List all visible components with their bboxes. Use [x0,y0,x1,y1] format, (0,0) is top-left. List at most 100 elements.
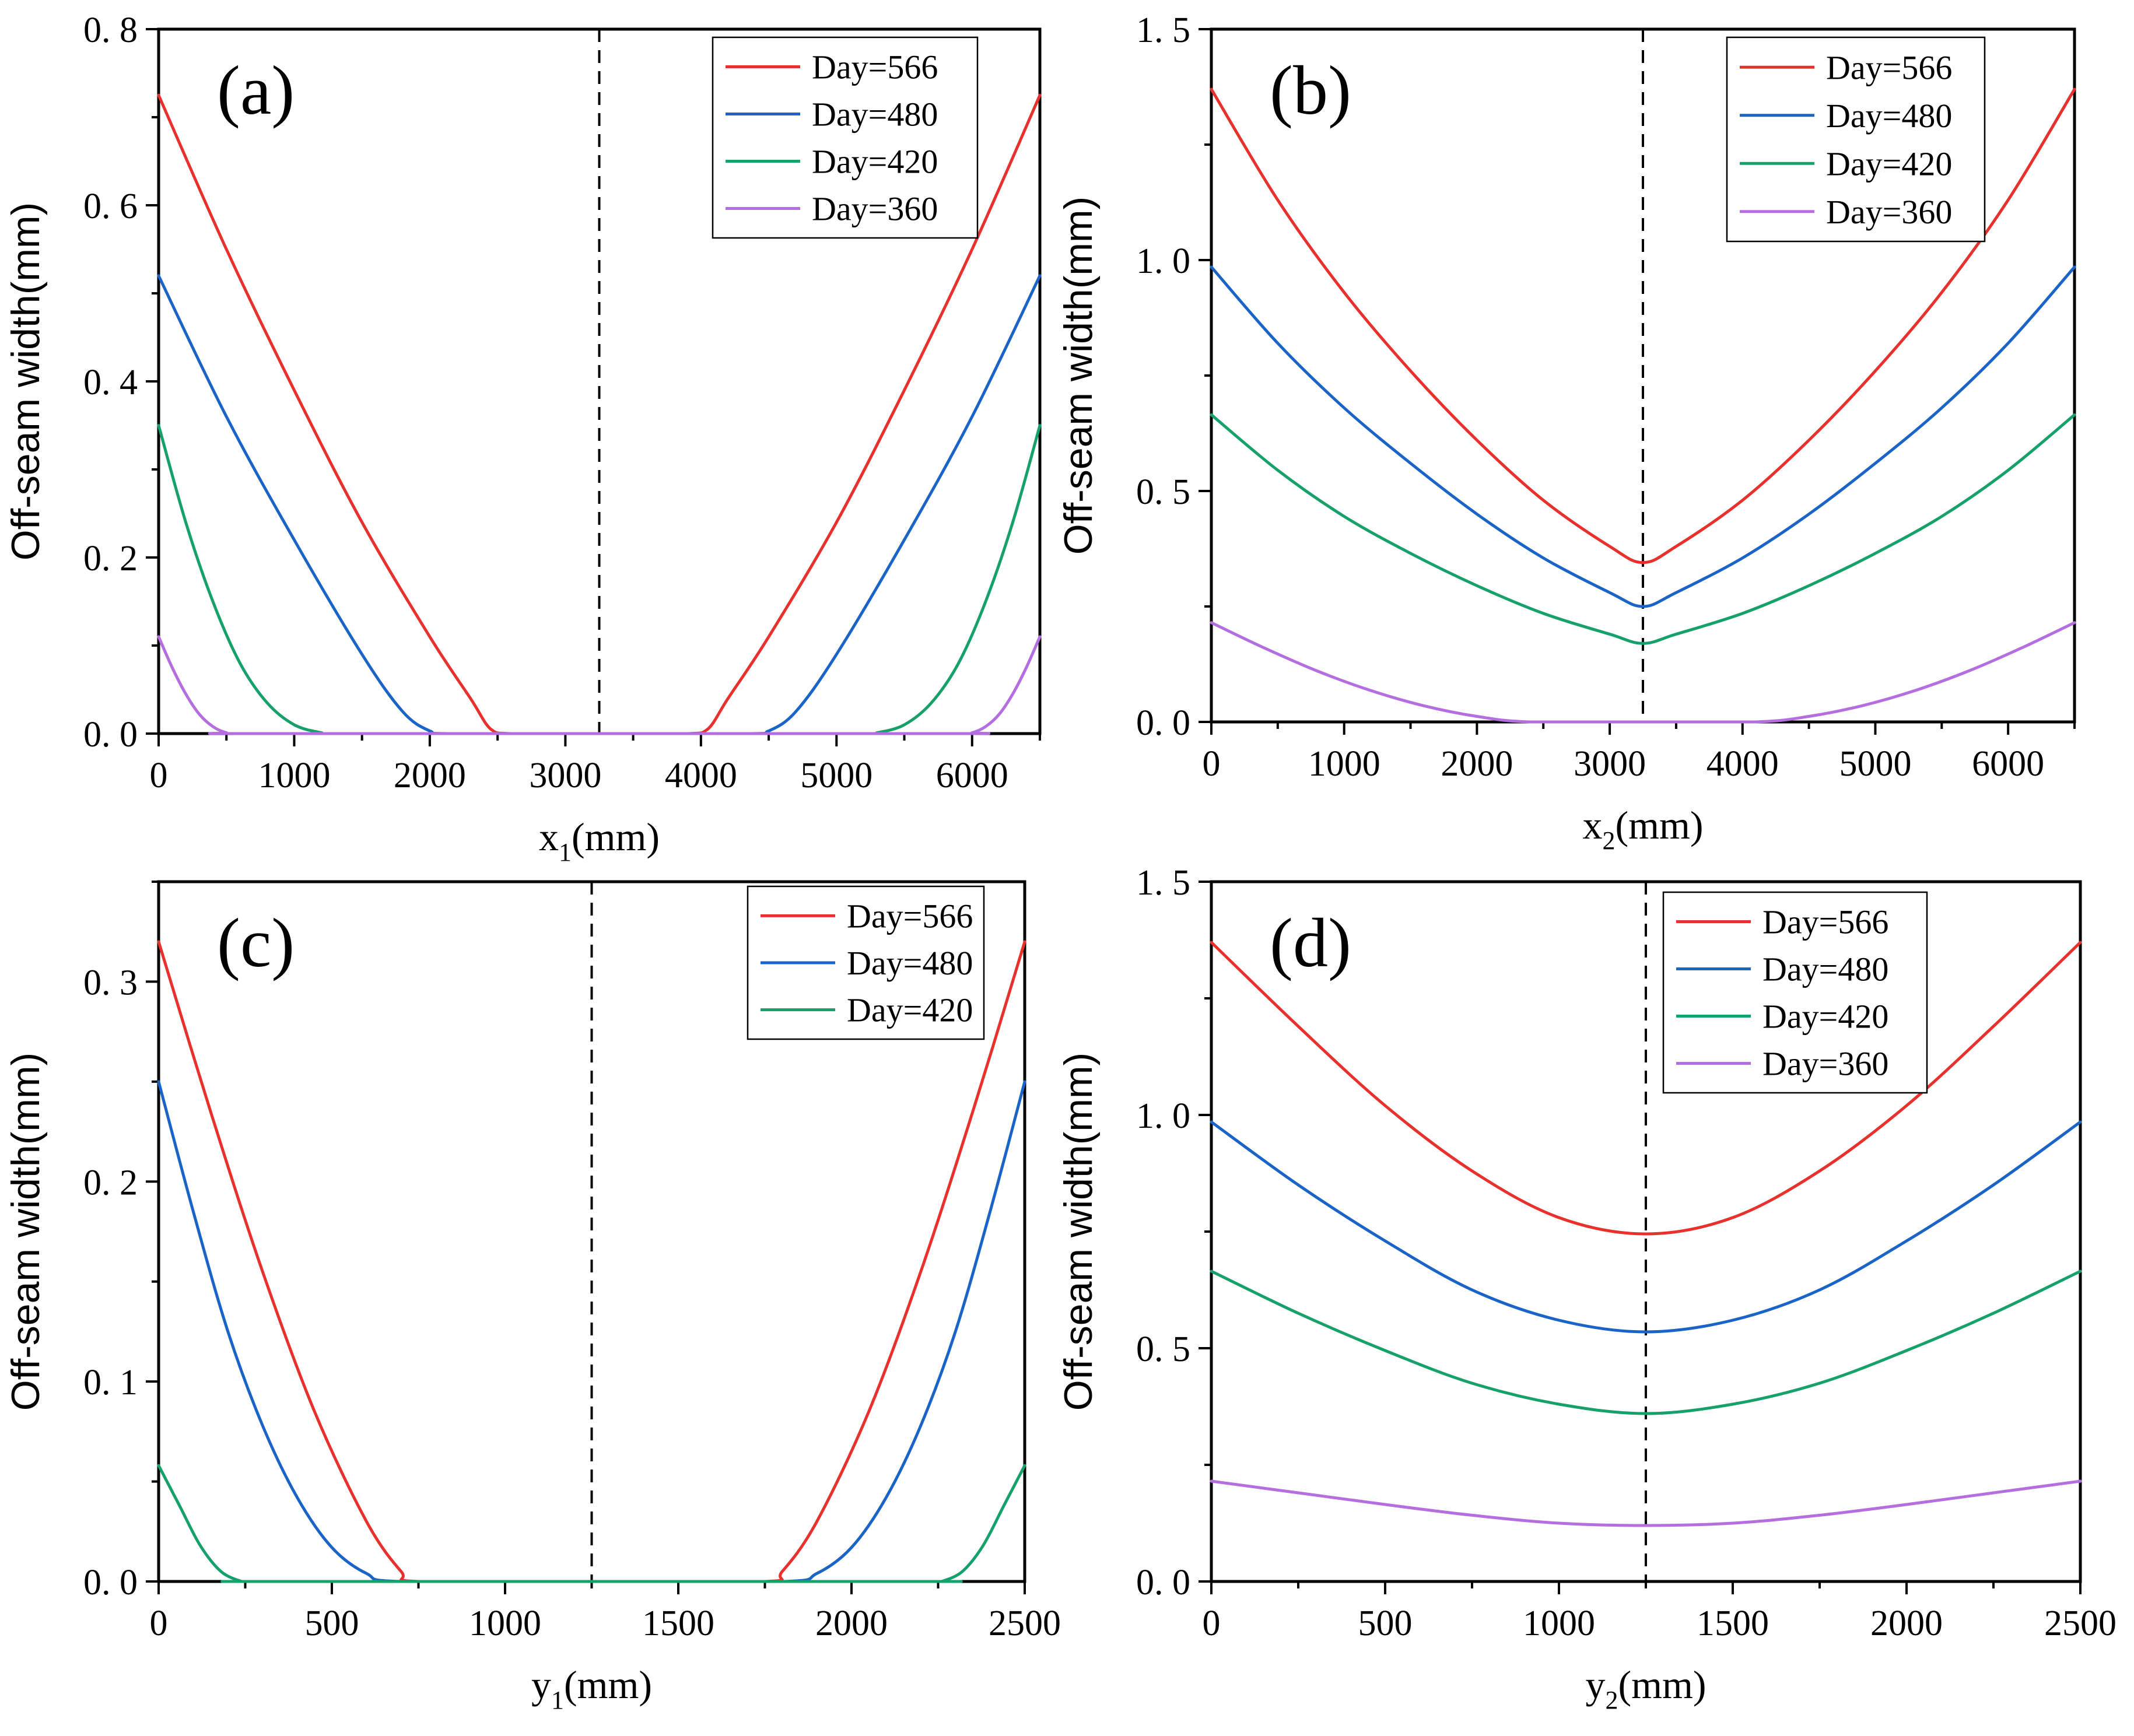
x-tick-label: 6000 [936,756,1008,795]
x-tick-label: 1500 [1697,1604,1769,1643]
panel-2: 0 500 1000 1500 2000 2500 0. 0 0. 1 0. 2 0. 3 y1(m… [3,880,1061,1714]
y-tick-label: 0. 8 [83,10,138,50]
panel-0: 0 1000 2000 3000 4000 5000 6000 0. 0 0. 2 0. 4 0. … [3,10,1042,867]
series-line-day-420 [1210,413,2076,645]
legend-label: Day=480 [1762,951,1888,988]
x-tick-label: 2500 [2044,1604,2117,1643]
x-axis-title-unit: (mm) [572,815,660,859]
y-tick-label: 0. 0 [83,715,138,755]
y-tick-label: 0. 4 [83,363,138,402]
legend-label: Day=420 [1826,145,1952,183]
x-axis-title-unit: (mm) [564,1663,652,1707]
x-tick-label: 2000 [1870,1604,1943,1643]
x-tick-label: 4000 [665,756,737,795]
panel-label: (d) [1270,904,1351,981]
x-tick-label: 0 [150,1604,168,1643]
series-line-day-420 [1210,1269,2082,1415]
y-tick-label: 0. 1 [83,1363,138,1402]
x-axis-title-base: y [531,1663,551,1707]
panel-label: (b) [1270,51,1351,129]
x-axis-title-base: x [1582,803,1602,847]
series-line-day-480 [1210,265,2076,608]
series-line-day-420 [157,1464,1026,1583]
x-axis-title: y2(mm) [1585,1663,1706,1714]
y-tick-label: 0. 2 [83,539,138,578]
x-axis-title: y1(mm) [531,1663,652,1714]
y-tick-label: 0. 2 [83,1163,138,1202]
x-axis-title-subscript: 2 [1605,1686,1618,1714]
series-line-day-360 [1210,621,2076,724]
legend-label: Day=360 [1826,193,1952,231]
y-tick-label: 0. 6 [83,187,138,226]
legend [712,36,979,239]
y-axis-title: Off-seam width(mm) [3,1053,48,1411]
panel-1: 0 1000 2000 3000 4000 5000 6000 0. 0 0. 5 1. 0 1. … [1056,10,2076,855]
legend-label: Day=360 [1762,1045,1888,1083]
legend-label: Day=360 [812,190,938,228]
x-axis-title-unit: (mm) [1615,803,1703,847]
x-tick-label: 1000 [258,756,330,795]
y-tick-label: 0. 5 [1136,472,1190,512]
x-tick-label: 6000 [1972,744,2044,784]
series-line-day-360 [1210,1479,2082,1527]
legend-label: Day=566 [1762,903,1888,941]
x-tick-label: 1000 [469,1604,541,1643]
legend-label: Day=480 [847,944,973,982]
x-axis-title: x1(mm) [539,815,660,867]
legend [1662,891,1928,1094]
x-tick-label: 500 [1358,1604,1413,1643]
x-axis-title-subscript: 1 [551,1686,564,1714]
legend-label: Day=480 [1826,97,1952,135]
x-tick-label: 2000 [815,1604,888,1643]
x-tick-label: 0 [1203,744,1221,784]
x-tick-label: 1500 [642,1604,714,1643]
legend-label: Day=420 [847,991,973,1029]
x-tick-label: 2000 [1441,744,1513,784]
legend [1726,36,1986,243]
x-axis-title-subscript: 2 [1602,826,1615,855]
panel-label: (c) [217,904,295,981]
y-tick-label: 0. 0 [1136,1563,1190,1602]
x-axis-title: x2(mm) [1582,803,1703,855]
y-tick-label: 0. 5 [1136,1330,1190,1369]
x-tick-label: 2500 [989,1604,1061,1643]
x-axis-title-base: x [539,815,559,859]
legend-label: Day=420 [1762,998,1888,1036]
y-tick-label: 0. 3 [83,963,138,1002]
x-tick-label: 1000 [1308,744,1380,784]
series-line-day-480 [1210,1120,2082,1334]
x-tick-label: 3000 [1574,744,1646,784]
series-line-day-566 [1210,87,2076,564]
panel-3: 0 500 1000 1500 2000 2500 0. 0 0. 5 1. 0 1. 5 y2(m… [1056,863,2117,1714]
y-tick-label: 1. 0 [1136,241,1190,281]
series-line-day-360 [157,635,1042,735]
x-tick-label: 5000 [1839,744,1911,784]
y-axis-title: Off-seam width(mm) [1056,197,1101,555]
x-axis-title-unit: (mm) [1618,1663,1706,1707]
y-tick-label: 0. 0 [1136,703,1190,743]
x-tick-label: 1000 [1523,1604,1595,1643]
legend-label: Day=480 [812,96,938,134]
x-tick-label: 500 [305,1604,359,1643]
legend-label: Day=566 [847,897,973,935]
legend-label: Day=566 [1826,48,1952,86]
y-tick-label: 1. 5 [1136,863,1190,903]
x-tick-label: 0 [150,756,168,795]
y-axis-title: Off-seam width(mm) [1056,1053,1101,1411]
series-line-day-566 [1210,941,2082,1236]
x-axis-title-base: y [1585,1663,1605,1707]
legend-label: Day=420 [812,143,938,181]
panel-label: (a) [217,51,295,129]
x-tick-label: 5000 [800,756,872,795]
x-tick-label: 3000 [529,756,601,795]
y-tick-label: 1. 5 [1136,10,1190,50]
y-axis-title: Off-seam width(mm) [3,202,48,561]
y-tick-label: 0. 0 [83,1563,138,1602]
x-tick-label: 0 [1203,1604,1221,1643]
x-tick-label: 2000 [394,756,466,795]
x-axis-title-subscript: 1 [559,838,572,867]
y-tick-label: 1. 0 [1136,1096,1190,1136]
legend-label: Day=566 [812,48,938,86]
x-tick-label: 4000 [1707,744,1779,784]
